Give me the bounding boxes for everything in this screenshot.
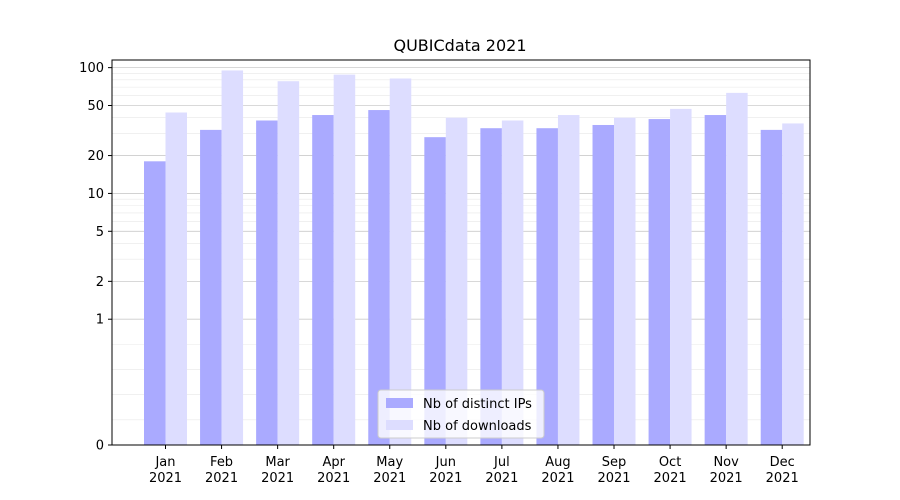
x-tick-label-year: 2021 xyxy=(654,471,687,486)
x-tick-label-month: Jul xyxy=(493,455,510,470)
x-tick-label-year: 2021 xyxy=(373,471,406,486)
x-tick-label-year: 2021 xyxy=(205,471,238,486)
x-tick-label-year: 2021 xyxy=(261,471,294,486)
x-tick-label-month: Jun xyxy=(435,455,456,470)
legend-label-downloads: Nb of downloads xyxy=(423,419,532,434)
x-tick-label-month: Sep xyxy=(602,455,627,470)
chart-title: QUBICdata 2021 xyxy=(393,36,526,55)
x-tick-label-month: Dec xyxy=(770,455,795,470)
bar-downloads xyxy=(782,123,804,446)
bar-downloads xyxy=(445,117,468,445)
x-tick-label-month: Aug xyxy=(545,455,570,470)
bar-distinct-ips xyxy=(200,129,222,446)
y-tick-label: 5 xyxy=(96,225,104,240)
x-tick-label-year: 2021 xyxy=(541,471,574,486)
legend-swatch-downloads xyxy=(386,420,413,430)
y-tick-label: 100 xyxy=(79,61,104,76)
x-tick-label-month: Oct xyxy=(659,455,681,470)
bar-downloads xyxy=(557,115,580,445)
y-tick-label: 1 xyxy=(96,313,104,328)
bar-downloads xyxy=(726,92,748,445)
x-tick-label-month: Feb xyxy=(210,455,233,470)
x-tick-label-month: Jan xyxy=(154,455,175,470)
bar-distinct-ips xyxy=(704,115,727,445)
y-tick-label: 0 xyxy=(96,439,104,454)
bar-downloads xyxy=(333,74,356,446)
y-tick-label: 20 xyxy=(87,149,104,164)
y-tick-label: 50 xyxy=(87,99,104,114)
bar-distinct-ips xyxy=(256,120,278,446)
bar-distinct-ips xyxy=(536,128,558,446)
bar-distinct-ips xyxy=(144,161,166,445)
bar-downloads xyxy=(221,70,244,445)
x-tick-label-year: 2021 xyxy=(766,471,799,486)
bar-distinct-ips xyxy=(648,119,671,445)
bar-downloads xyxy=(389,78,412,445)
bar-downloads xyxy=(614,117,636,445)
bar-distinct-ips xyxy=(480,128,502,446)
bar-downloads xyxy=(501,120,524,446)
bar-downloads xyxy=(165,112,187,446)
x-tick-label-month: Apr xyxy=(322,455,345,470)
legend: Nb of distinct IPs Nb of downloads xyxy=(377,389,545,439)
bar-distinct-ips xyxy=(424,137,446,445)
bar-distinct-ips xyxy=(592,124,615,445)
y-tick-label: 2 xyxy=(96,275,104,290)
x-tick-label-year: 2021 xyxy=(149,471,182,486)
x-tick-label-year: 2021 xyxy=(597,471,630,486)
y-tick-label: 10 xyxy=(87,187,104,202)
x-axis: Jan2021Feb2021Mar2021Apr2021May2021Jun20… xyxy=(149,445,799,486)
plot-frame xyxy=(111,59,811,446)
legend-box xyxy=(377,389,545,439)
bar-downloads xyxy=(670,108,692,445)
x-tick-label-month: Mar xyxy=(265,455,290,470)
x-tick-label-year: 2021 xyxy=(485,471,518,486)
x-tick-label-month: May xyxy=(376,455,403,470)
y-axis: 0 1 2 5 10 20 50 100 xyxy=(79,61,112,454)
legend-label-ips: Nb of distinct IPs xyxy=(423,397,532,412)
bar-distinct-ips xyxy=(368,110,390,445)
x-tick-label-month: Nov xyxy=(713,455,739,470)
bar-distinct-ips xyxy=(312,115,334,445)
bar-distinct-ips xyxy=(760,129,783,446)
x-tick-label-year: 2021 xyxy=(429,471,462,486)
legend-swatch-ips xyxy=(386,398,413,408)
bars xyxy=(144,70,804,446)
x-tick-label-year: 2021 xyxy=(317,471,350,486)
bar-downloads xyxy=(277,81,300,445)
x-tick-label-year: 2021 xyxy=(710,471,743,486)
